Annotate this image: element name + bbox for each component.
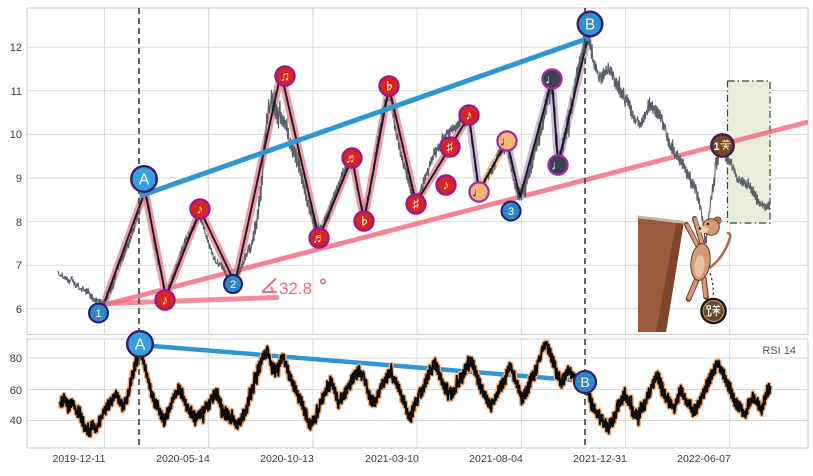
svg-text:♪: ♪ [162, 293, 169, 308]
svg-text:2021-03-10: 2021-03-10 [365, 453, 419, 465]
svg-text:9: 9 [16, 173, 22, 185]
svg-text:A: A [139, 172, 150, 189]
svg-text:A: A [135, 337, 146, 354]
svg-text:8: 8 [16, 217, 22, 229]
svg-text:♩: ♩ [472, 185, 486, 200]
svg-text:♯: ♯ [447, 140, 454, 155]
svg-text:7: 7 [16, 260, 22, 272]
svg-text:40: 40 [10, 415, 22, 427]
svg-text:♩: ♩ [545, 72, 559, 87]
svg-text:2: 2 [230, 279, 236, 291]
svg-text:♬: ♬ [312, 231, 326, 246]
svg-text:10: 10 [10, 129, 22, 141]
svg-text:♫: ♫ [280, 69, 290, 84]
svg-text:♪: ♪ [443, 178, 450, 193]
svg-text:♯: ♯ [413, 197, 420, 212]
svg-text:2021-12-31: 2021-12-31 [573, 453, 627, 465]
svg-text:♪: ♪ [466, 108, 473, 123]
svg-text:RSI 14: RSI 14 [762, 345, 796, 357]
svg-text:6: 6 [16, 304, 22, 316]
svg-text:1: 1 [713, 141, 719, 153]
svg-text:12: 12 [10, 42, 22, 54]
svg-text:♬: ♬ [345, 151, 359, 166]
svg-text:2020-05-14: 2020-05-14 [156, 453, 210, 465]
svg-text:B: B [585, 17, 595, 34]
svg-text:11: 11 [11, 86, 22, 98]
svg-text:♪: ♪ [197, 202, 204, 217]
svg-text:2019-12-11: 2019-12-11 [53, 453, 106, 465]
svg-text:2021-08-04: 2021-08-04 [469, 453, 523, 465]
svg-text:♩: ♩ [551, 158, 565, 173]
svg-text:3: 3 [508, 206, 514, 218]
svg-text:1: 1 [95, 308, 101, 320]
svg-text:80: 80 [10, 353, 22, 365]
svg-text:B: B [580, 374, 589, 390]
svg-text:60: 60 [10, 385, 22, 397]
svg-text:2022-06-07: 2022-06-07 [677, 453, 731, 465]
svg-text:2020-10-13: 2020-10-13 [260, 453, 314, 465]
svg-text:♩: ♩ [500, 134, 514, 149]
svg-text:32.8: 32.8 [279, 279, 312, 298]
